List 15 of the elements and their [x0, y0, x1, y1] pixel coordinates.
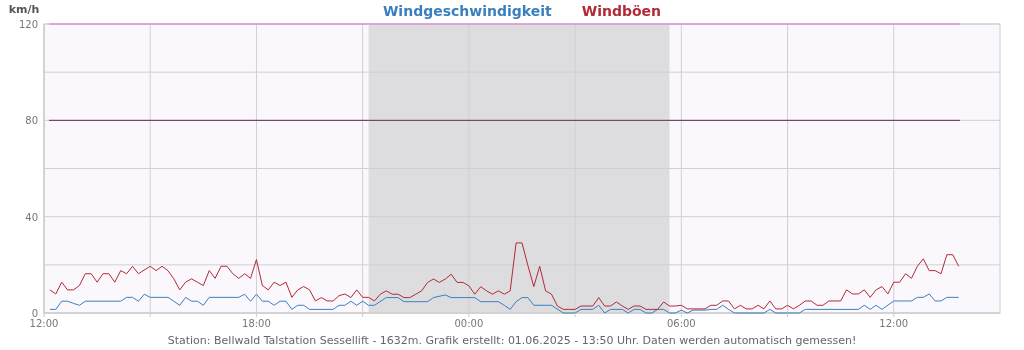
y-tick-label: 80	[25, 115, 38, 127]
x-tick-label: 12:00	[29, 318, 59, 329]
text: Station: Bellwald Talstation Sessellift - 1632m. Grafik erstellt: 01.06.2025 - 13:50 Uhr. Daten werden automatisch gemessen!	[167, 334, 857, 347]
y-tick-label: 0	[31, 308, 38, 319]
text: Windgeschwindigkeit	[382, 3, 553, 19]
x-tick-label: 18:00	[242, 318, 271, 329]
line-series	[49, 293, 960, 314]
text: Windböen	[581, 3, 662, 19]
line-series	[49, 242, 960, 310]
y-axis-title: km/h	[8, 3, 40, 16]
x-tick-label: 06:00	[666, 318, 696, 329]
x-tick-label: 00:00	[454, 318, 484, 329]
y-tick-label: 120	[18, 19, 38, 30]
y-tick-label: 40	[25, 211, 38, 223]
x-tick-label: 12:00	[879, 318, 909, 329]
